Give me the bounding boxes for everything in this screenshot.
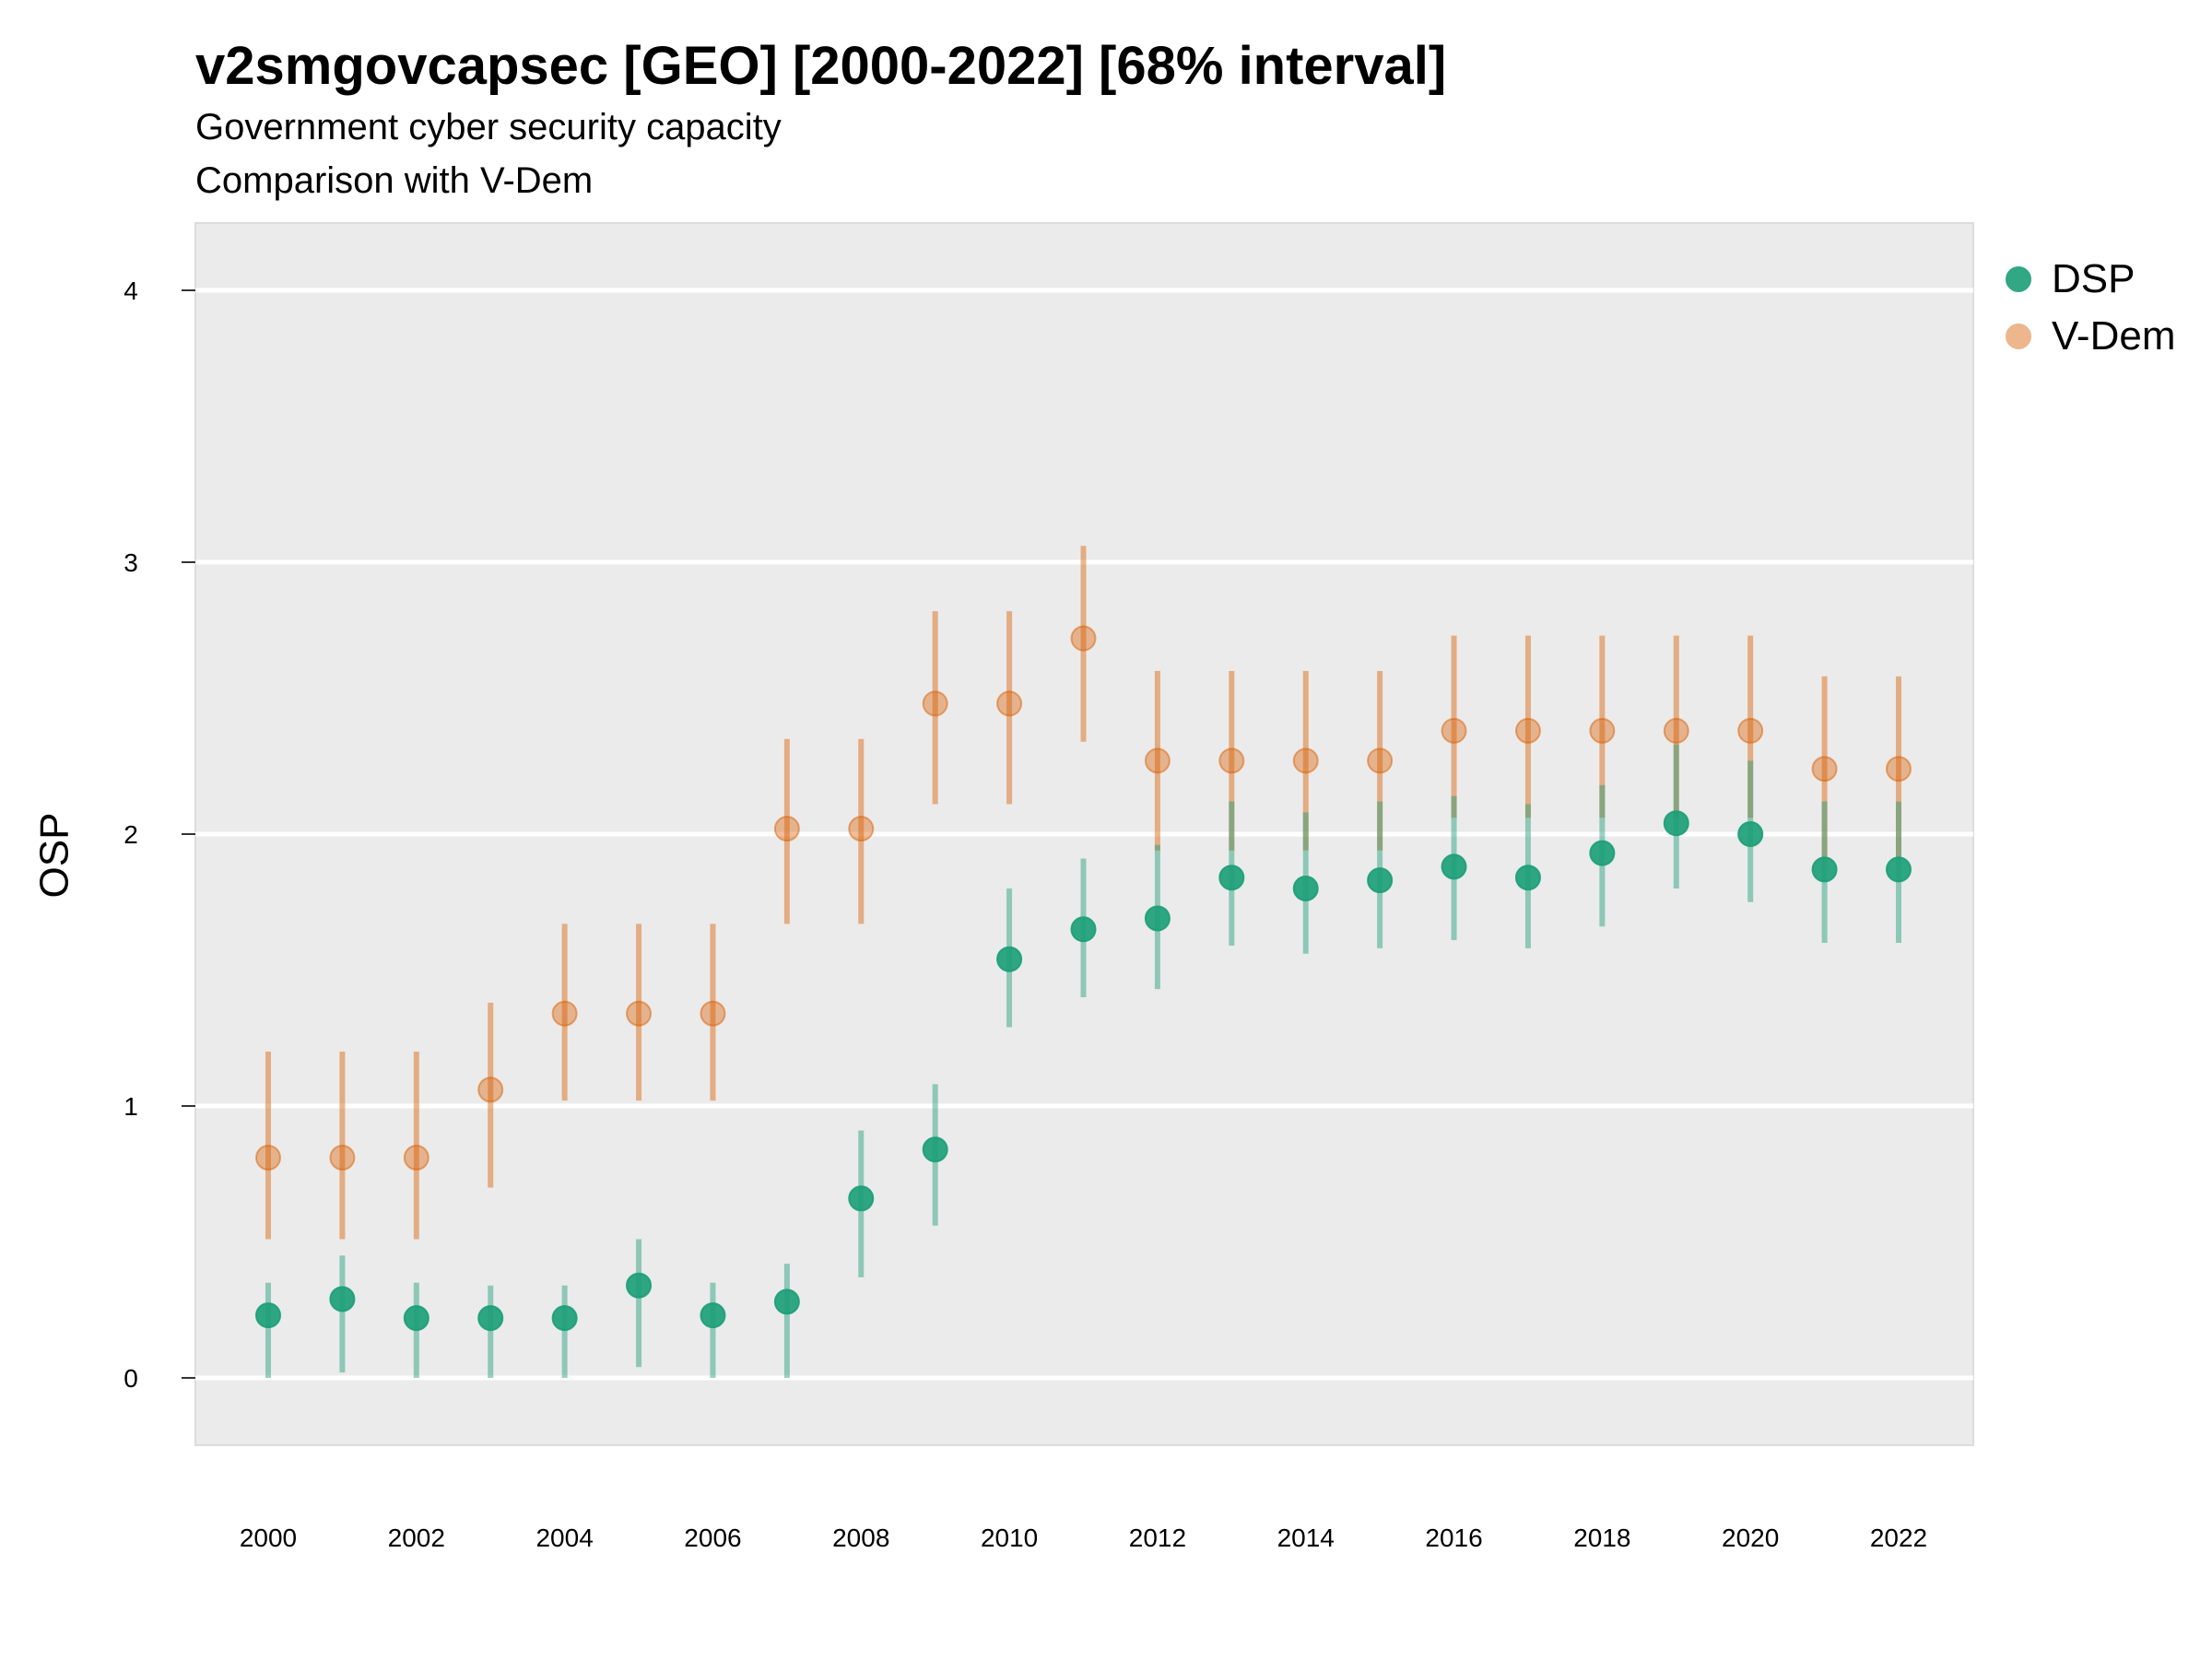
point-v-dem — [1737, 717, 1764, 744]
y-tick-label: 4 — [124, 276, 138, 305]
point-v-dem — [403, 1145, 429, 1171]
point-dsp — [477, 1305, 504, 1332]
point-dsp — [255, 1302, 281, 1329]
point-dsp — [1737, 821, 1764, 847]
point-dsp — [626, 1272, 653, 1299]
chart-title: v2smgovcapsec [GEO] [2000-2022] [68% int… — [195, 36, 1447, 96]
point-dsp — [1811, 856, 1838, 883]
y-axis-title: OSP — [32, 813, 77, 899]
point-v-dem — [329, 1145, 356, 1171]
y-tick-label: 3 — [124, 548, 138, 577]
point-v-dem — [1514, 717, 1541, 744]
point-v-dem — [1292, 747, 1319, 774]
legend-item: V-Dem — [2006, 308, 2175, 365]
point-dsp — [1514, 865, 1541, 891]
point-dsp — [1070, 916, 1097, 943]
legend-key-icon — [2006, 266, 2031, 292]
point-v-dem — [773, 816, 800, 842]
x-tick-label: 2016 — [1425, 1524, 1482, 1552]
point-v-dem — [1589, 717, 1616, 744]
point-dsp — [1589, 840, 1616, 866]
point-v-dem — [1441, 717, 1467, 744]
point-v-dem — [1070, 625, 1097, 652]
x-tick-label: 2012 — [1129, 1524, 1186, 1552]
legend-item: DSP — [2006, 251, 2175, 308]
point-v-dem — [255, 1145, 281, 1171]
point-dsp — [922, 1136, 948, 1163]
x-tick-label: 2002 — [388, 1524, 445, 1552]
point-dsp — [700, 1302, 726, 1329]
point-dsp — [1886, 856, 1912, 883]
x-tick-label: 2018 — [1573, 1524, 1630, 1552]
chart-caption: Comparison with V-Dem — [195, 160, 594, 201]
legend-label: DSP — [2052, 256, 2136, 301]
point-v-dem — [922, 690, 948, 717]
point-v-dem — [848, 816, 875, 842]
point-dsp — [773, 1288, 800, 1315]
legend: DSP V-Dem — [2006, 251, 2175, 365]
point-dsp — [1441, 853, 1467, 880]
point-dsp — [1144, 905, 1171, 932]
y-tick-label: 2 — [124, 820, 138, 849]
x-tick-label: 2004 — [535, 1524, 593, 1552]
point-v-dem — [700, 1000, 726, 1027]
point-v-dem — [1886, 756, 1912, 782]
x-tick-label: 2008 — [832, 1524, 889, 1552]
x-tick-label: 2014 — [1277, 1524, 1335, 1552]
point-v-dem — [1218, 747, 1245, 774]
point-dsp — [403, 1305, 429, 1332]
y-axis-ticks: 0 1 2 3 4 — [124, 276, 195, 1393]
point-dsp — [1367, 867, 1394, 894]
point-dsp — [551, 1305, 578, 1332]
point-v-dem — [1811, 756, 1838, 782]
point-dsp — [996, 946, 1023, 972]
point-v-dem — [1663, 717, 1689, 744]
point-dsp — [1218, 865, 1245, 891]
point-dsp — [329, 1286, 356, 1312]
point-v-dem — [1144, 747, 1171, 774]
point-v-dem — [1367, 747, 1394, 774]
x-tick-label: 2000 — [240, 1524, 297, 1552]
y-tick-label: 1 — [124, 1092, 138, 1121]
chart-subtitle: Government cyber security capacity — [195, 107, 782, 147]
point-v-dem — [551, 1000, 578, 1027]
x-axis-ticks: 2000 2002 2004 2006 2008 2010 2012 2014 2016 2018… — [240, 1524, 1927, 1552]
point-dsp — [1292, 876, 1319, 901]
point-dsp — [848, 1185, 875, 1212]
x-tick-label: 2020 — [1722, 1524, 1779, 1552]
point-dsp — [1663, 810, 1689, 837]
data-points — [255, 625, 1912, 1332]
point-v-dem — [996, 690, 1023, 717]
x-tick-label: 2010 — [981, 1524, 1038, 1552]
legend-key-icon — [2006, 324, 2031, 349]
x-tick-label: 2022 — [1870, 1524, 1927, 1552]
interval-bars — [265, 546, 1901, 1378]
x-tick-label: 2006 — [684, 1524, 741, 1552]
point-v-dem — [626, 1000, 653, 1027]
y-tick-label: 0 — [124, 1364, 138, 1393]
legend-label: V-Dem — [2052, 313, 2176, 359]
point-v-dem — [477, 1077, 504, 1103]
